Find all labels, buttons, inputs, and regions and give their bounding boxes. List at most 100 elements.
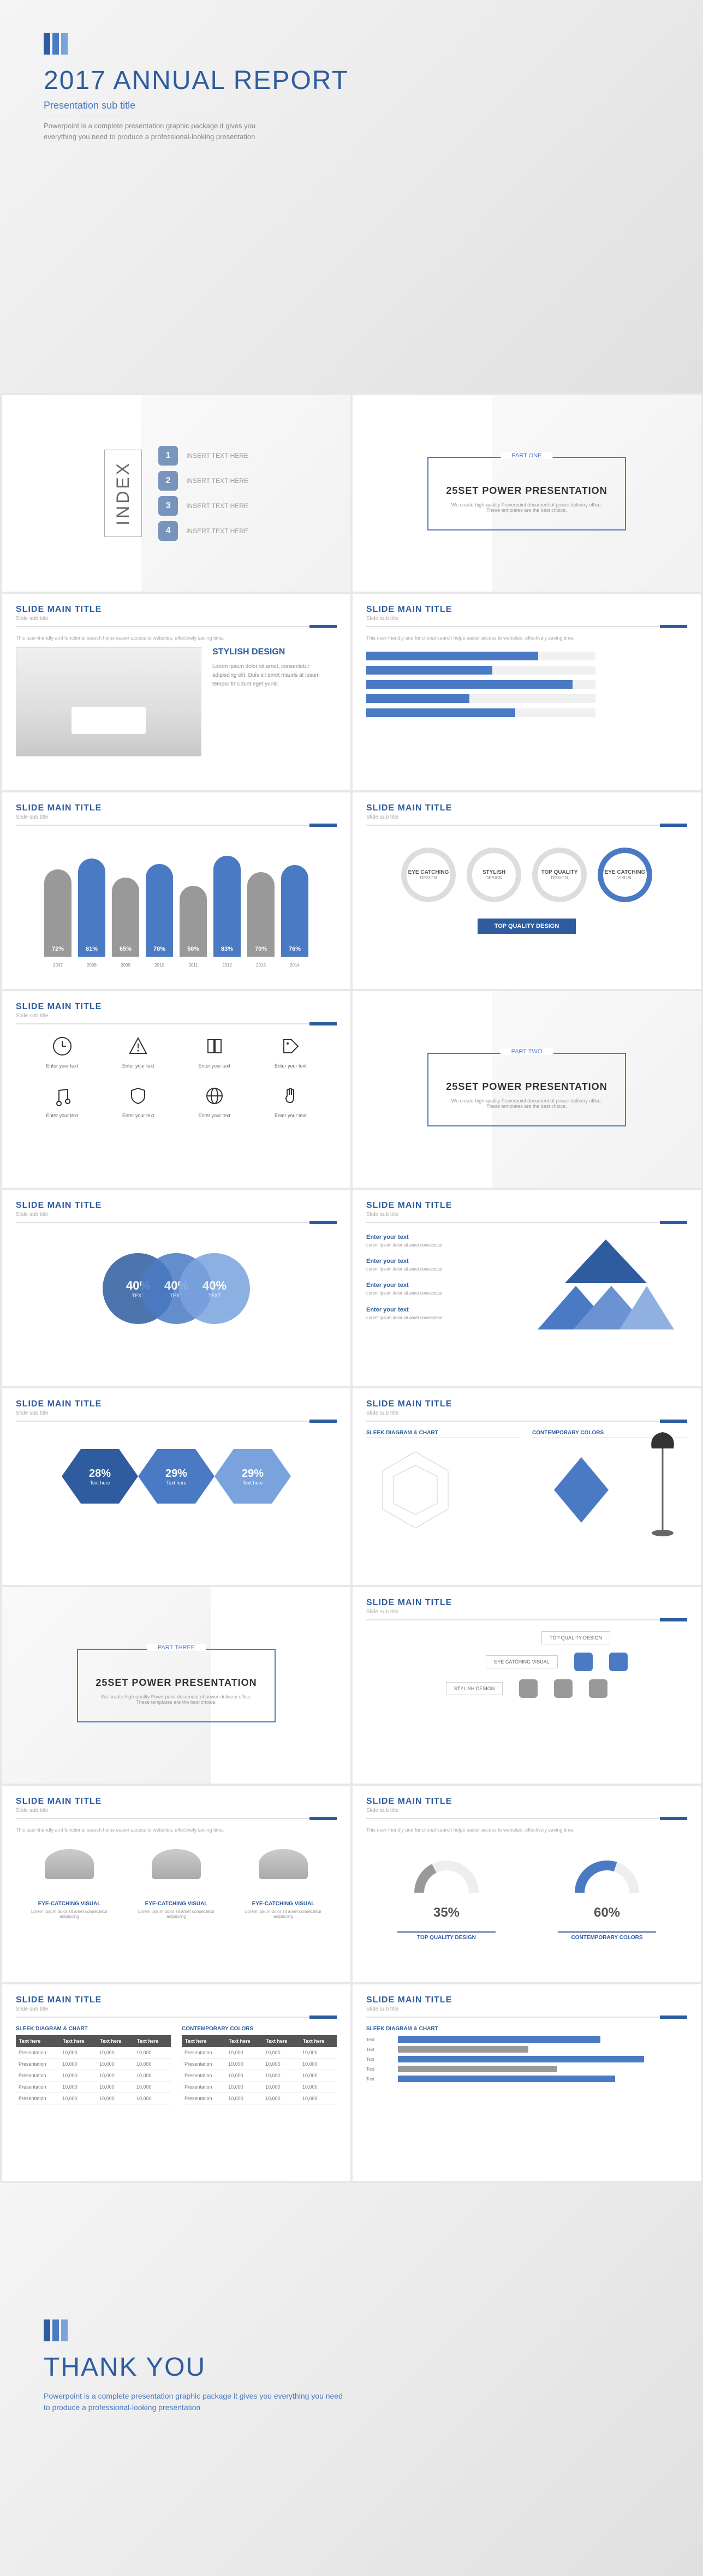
music-icon: Enter your text xyxy=(32,1085,92,1118)
circles-slide: SLIDE MAIN TITLE Slide sub title EYE CAT… xyxy=(353,792,701,989)
lamps-slide: SLIDE MAIN TITLE Slide sub title This us… xyxy=(2,1786,350,1982)
section-title: 25SET POWER PRESENTATION xyxy=(445,1081,609,1093)
hbar xyxy=(366,666,687,675)
body-text: This user-friendly and functional search… xyxy=(16,635,337,641)
donuts-row: 35% 60% xyxy=(366,1849,687,1921)
bc-row: Text xyxy=(366,2056,687,2062)
hand-icon: Enter your text xyxy=(261,1085,321,1118)
donut-item: 60% xyxy=(569,1849,645,1921)
slide-title: SLIDE MAIN TITLE xyxy=(16,803,337,813)
vbar: 83%2012 xyxy=(213,856,241,957)
hbar xyxy=(366,708,687,717)
globe-icon: Enter your text xyxy=(184,1085,245,1118)
stylish-heading: STYLISH DESIGN xyxy=(212,647,321,657)
tables-wrap: SLEEK DIAGRAM & CHARTText hereText hereT… xyxy=(16,2026,337,2104)
circle-item: EYE CATCHINGDESIGN xyxy=(401,848,456,902)
tri-text: Enter your textLorem ipsum dolor sit ame… xyxy=(366,1282,516,1296)
hbars-chart xyxy=(366,652,687,717)
slide-title: SLIDE MAIN TITLE xyxy=(16,1797,337,1806)
hex-item: 28%Text here xyxy=(62,1449,138,1504)
slide-title: SLIDE MAIN TITLE xyxy=(366,1399,687,1409)
hero-slide: 2017 ANNUAL REPORT Presentation sub titl… xyxy=(0,0,703,393)
flow-icon xyxy=(609,1653,628,1671)
tri-text: Enter your textLorem ipsum dolor sit ame… xyxy=(366,1307,516,1321)
flow-mid: EYE CATCHING VISUAL xyxy=(486,1655,557,1668)
bc-row: Text xyxy=(366,2066,687,2072)
slide-sub: Slide sub title xyxy=(366,1410,687,1416)
tables-slide: SLIDE MAIN TITLE Slide sub title SLEEK D… xyxy=(2,1984,350,2181)
section-title: 25SET POWER PRESENTATION xyxy=(445,485,609,497)
slide-title: SLIDE MAIN TITLE xyxy=(16,1995,337,2005)
table-box: SLEEK DIAGRAM & CHARTText hereText hereT… xyxy=(16,2026,171,2104)
body-text: This user-friendly and functional search… xyxy=(16,1827,337,1833)
hero-title: 2017 ANNUAL REPORT xyxy=(44,65,659,96)
radar-slide: SLIDE MAIN TITLE Slide sub title SLEEK D… xyxy=(353,1388,701,1585)
slide-sub: Slide sub title xyxy=(16,1808,337,1814)
thanks-desc: Powerpoint is a complete presentation gr… xyxy=(44,2390,344,2413)
bc-row: Text xyxy=(366,2036,687,2043)
hbar xyxy=(366,694,687,703)
thanks-title: THANK YOU xyxy=(44,2352,659,2382)
slide-title: SLIDE MAIN TITLE xyxy=(366,803,687,813)
flow-icon xyxy=(589,1679,607,1698)
hbar xyxy=(366,680,687,689)
tag-icon: Enter your text xyxy=(261,1035,321,1069)
lamp-item: EYE-CATCHING VISUALLorem ipsum dolor sit… xyxy=(240,1849,327,1919)
slide-title: SLIDE MAIN TITLE xyxy=(16,605,337,615)
section-part: PART TWO xyxy=(501,1048,553,1055)
logo-icon xyxy=(44,33,659,55)
section-desc: We create high-quality Powerpoint docume… xyxy=(445,502,609,513)
vbar: 70%2013 xyxy=(247,872,275,957)
barchart-heading: SLEEK DIAGRAM & CHART xyxy=(366,2026,687,2032)
donuts-slide: SLIDE MAIN TITLE Slide sub title This us… xyxy=(353,1786,701,1982)
radar-h1: SLEEK DIAGRAM & CHART xyxy=(366,1430,521,1438)
slide-sub: Slide sub title xyxy=(366,2006,687,2012)
logo-icon xyxy=(44,2319,659,2341)
body-text: This user-friendly and functional search… xyxy=(366,1827,687,1833)
hbars-slide: SLIDE MAIN TITLE Slide sub title This us… xyxy=(353,594,701,790)
radar-diamond xyxy=(532,1441,630,1528)
warning-icon: Enter your text xyxy=(109,1035,169,1069)
slide-sub: Slide sub title xyxy=(16,1013,337,1019)
icons-grid: Enter your text Enter your text Enter your… xyxy=(16,1035,337,1118)
book-icon: Enter your text xyxy=(184,1035,245,1069)
section-title: 25SET POWER PRESENTATION xyxy=(94,1677,258,1689)
hex-item: 29%Text here xyxy=(215,1449,291,1504)
hbar xyxy=(366,652,687,660)
vbar: 78%2010 xyxy=(146,864,173,957)
slide-sub: Slide sub title xyxy=(366,1212,687,1218)
venn-slide: SLIDE MAIN TITLE Slide sub title 40%TEXT… xyxy=(2,1190,350,1386)
index-label: INDEX xyxy=(104,450,142,537)
circle-item: TOP QUALITYDESIGN xyxy=(532,848,587,902)
slide-sub: Slide sub title xyxy=(16,2006,337,2012)
circle-item: EYE CATCHINGVISUAL xyxy=(598,848,652,902)
flow-left: STYLISH DESIGN xyxy=(446,1682,503,1695)
slide-title: SLIDE MAIN TITLE xyxy=(366,1598,687,1608)
section-one: PART ONE 25SET POWER PRESENTATION We cre… xyxy=(353,395,701,592)
flow-slide: SLIDE MAIN TITLE Slide sub title TOP QUA… xyxy=(353,1587,701,1784)
stylish-slide: SLIDE MAIN TITLE Slide sub title This us… xyxy=(2,594,350,790)
lamp-item: EYE-CATCHING VISUALLorem ipsum dolor sit… xyxy=(26,1849,113,1919)
shield-icon: Enter your text xyxy=(109,1085,169,1118)
slide-sub: Slide sub title xyxy=(16,616,337,622)
tri-shapes xyxy=(538,1234,687,1332)
vbar: 81%2008 xyxy=(78,858,105,957)
index-slide: INDEX 1INSERT TEXT HERE2INSERT TEXT HERE… xyxy=(2,395,350,592)
hero-desc: Powerpoint is a complete presentation gr… xyxy=(44,121,273,142)
stylish-text: Lorem ipsum dolor sit amet, consectetur … xyxy=(212,663,321,689)
slide-sub: Slide sub title xyxy=(16,814,337,820)
slide-title: SLIDE MAIN TITLE xyxy=(366,1797,687,1806)
hex-slide: SLIDE MAIN TITLE Slide sub title 28%Text… xyxy=(2,1388,350,1585)
donut-label: CONTEMPORARY COLORS xyxy=(558,1931,656,1941)
hero-subtitle: Presentation sub title xyxy=(44,100,317,116)
icons-slide: SLIDE MAIN TITLE Slide sub title Enter y… xyxy=(2,991,350,1188)
slide-sub: Slide sub title xyxy=(366,616,687,622)
slide-title: SLIDE MAIN TITLE xyxy=(16,1399,337,1409)
barchart-slide: SLIDE MAIN TITLE Slide sub title SLEEK D… xyxy=(353,1984,701,2181)
flow-top: TOP QUALITY DESIGN xyxy=(541,1631,610,1644)
clock-icon: Enter your text xyxy=(32,1035,92,1069)
flow-icon xyxy=(554,1679,573,1698)
body-text: This user-friendly and functional search… xyxy=(366,635,687,641)
donut-item: 35% xyxy=(408,1849,485,1921)
vbar: 76%2014 xyxy=(281,865,308,957)
